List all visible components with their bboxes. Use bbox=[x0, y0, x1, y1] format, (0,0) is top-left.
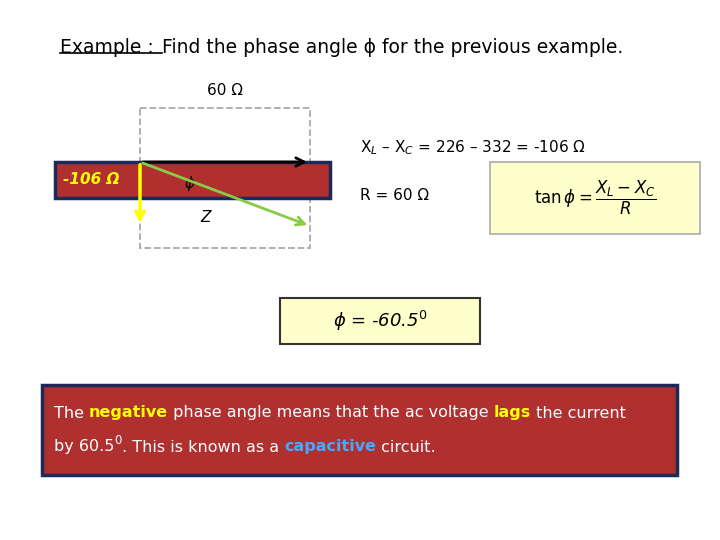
Text: ϕ: ϕ bbox=[185, 176, 195, 191]
Text: 60 Ω: 60 Ω bbox=[207, 83, 243, 98]
Bar bbox=[55, 162, 330, 198]
Bar bbox=[280, 298, 480, 344]
Text: Find the phase angle ϕ for the previous example.: Find the phase angle ϕ for the previous … bbox=[162, 38, 624, 57]
Text: lags: lags bbox=[494, 406, 531, 421]
Text: -106 Ω: -106 Ω bbox=[63, 172, 120, 187]
Text: . This is known as a: . This is known as a bbox=[122, 440, 284, 455]
Text: by 60.5: by 60.5 bbox=[54, 440, 114, 455]
Text: the current: the current bbox=[531, 406, 626, 421]
Text: R = 60 Ω: R = 60 Ω bbox=[360, 187, 429, 202]
Text: Example :: Example : bbox=[60, 38, 154, 57]
Text: phase angle means that the ac voltage: phase angle means that the ac voltage bbox=[168, 406, 494, 421]
Text: circuit.: circuit. bbox=[376, 440, 436, 455]
Text: Z: Z bbox=[200, 210, 210, 225]
Bar bbox=[490, 162, 700, 234]
Text: 0: 0 bbox=[114, 435, 122, 448]
Bar bbox=[42, 385, 677, 475]
Text: negative: negative bbox=[89, 406, 168, 421]
Text: capacitive: capacitive bbox=[284, 440, 376, 455]
Text: The: The bbox=[54, 406, 89, 421]
Text: ϕ = -60.5$^0$: ϕ = -60.5$^0$ bbox=[333, 309, 427, 333]
Bar bbox=[140, 108, 310, 248]
Text: X$_L$ – X$_C$ = 226 – 332 = -106 Ω: X$_L$ – X$_C$ = 226 – 332 = -106 Ω bbox=[360, 139, 586, 157]
Text: $\tan\phi = \dfrac{X_L - X_C}{R}$: $\tan\phi = \dfrac{X_L - X_C}{R}$ bbox=[534, 179, 656, 217]
